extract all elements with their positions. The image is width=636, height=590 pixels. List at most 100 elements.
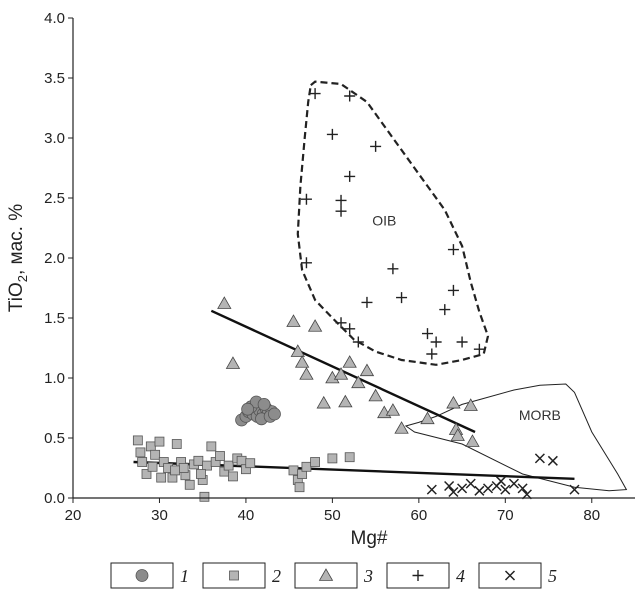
- point-series-3: [316, 395, 331, 409]
- point-series-4: [335, 194, 347, 206]
- point-series-4: [447, 284, 459, 296]
- point-series-3: [307, 319, 323, 332]
- y-axis-label-rest: , мас. %: [6, 204, 27, 275]
- point-series-4: [426, 348, 438, 360]
- y-tick-label: 3.0: [44, 130, 65, 147]
- point-series-4: [344, 170, 356, 182]
- point-series-3: [385, 403, 401, 416]
- point-series-3: [290, 344, 305, 357]
- point-series-5: [448, 486, 459, 498]
- point-series-1: [241, 402, 255, 416]
- point-series-4: [326, 128, 338, 140]
- point-series-2: [228, 471, 238, 482]
- point-series-4: [361, 296, 373, 308]
- point-series-2: [310, 457, 320, 467]
- y-tick-label: 2.0: [44, 250, 65, 267]
- legend-label-1: 1: [180, 566, 189, 586]
- x-tick-label: 30: [151, 507, 168, 524]
- point-series-5: [465, 478, 476, 489]
- point-series-5: [547, 455, 558, 466]
- point-series-2: [294, 482, 305, 493]
- point-series-2: [301, 461, 312, 472]
- point-series-4: [387, 263, 399, 275]
- point-series-4: [344, 323, 356, 335]
- point-series-2: [206, 441, 217, 452]
- point-series-4: [430, 336, 442, 348]
- y-axis-label-sub: 2: [15, 275, 30, 282]
- x-tick-label: 20: [65, 507, 82, 524]
- point-series-4: [300, 193, 312, 205]
- point-series-4: [300, 257, 312, 269]
- point-series-2: [223, 460, 234, 471]
- point-series-5: [508, 478, 519, 489]
- point-series-2: [171, 439, 182, 449]
- point-series-2: [196, 469, 206, 479]
- point-series-4: [447, 244, 459, 256]
- point-series-2: [145, 441, 156, 452]
- x-tick-label: 60: [411, 507, 428, 524]
- point-series-5: [444, 480, 455, 492]
- point-series-4: [335, 205, 347, 217]
- point-series-2: [170, 465, 180, 476]
- point-series-3: [338, 394, 353, 408]
- point-series-3: [351, 375, 366, 389]
- point-series-5: [457, 483, 468, 494]
- point-series-4: [344, 90, 356, 102]
- region-morb-label: MORB: [519, 407, 561, 423]
- point-series-2: [202, 460, 212, 471]
- point-series-5: [569, 484, 580, 495]
- x-tick-label: 80: [583, 507, 600, 524]
- point-series-3: [294, 355, 310, 368]
- point-series-3: [299, 367, 314, 380]
- point-series-3: [446, 395, 461, 409]
- point-series-4: [370, 140, 382, 152]
- point-series-5: [474, 485, 485, 496]
- point-series-5: [426, 484, 437, 495]
- point-series-2: [184, 479, 195, 490]
- point-series-3: [342, 355, 357, 368]
- y-tick-label: 0.5: [44, 430, 65, 447]
- point-series-2: [150, 449, 161, 460]
- point-series-4: [396, 292, 408, 304]
- point-series-4: [421, 328, 433, 340]
- legend-label-5: 5: [548, 566, 557, 586]
- legend-label-4: 4: [456, 566, 465, 586]
- legend: 1 2 3 4 5: [110, 562, 557, 589]
- point-series-3: [286, 314, 301, 327]
- y-tick-label: 2.5: [44, 190, 65, 207]
- point-series-3: [394, 421, 409, 434]
- x-tick-label: 40: [238, 507, 255, 524]
- point-series-2: [245, 458, 256, 469]
- point-series-5: [517, 483, 528, 494]
- point-series-2: [344, 452, 355, 463]
- point-series-2: [147, 461, 158, 472]
- point-series-2: [199, 491, 210, 502]
- point-series-3: [420, 411, 435, 425]
- point-series-2: [135, 447, 146, 458]
- point-series-5: [534, 453, 545, 464]
- point-series-4: [352, 336, 364, 348]
- point-series-3: [463, 398, 478, 411]
- y-tick-label: 1.0: [44, 370, 65, 387]
- region-oib-label: OIB: [372, 213, 396, 229]
- point-series-5: [482, 483, 494, 494]
- point-series-2: [156, 472, 167, 483]
- point-series-2: [288, 465, 299, 476]
- point-series-2: [215, 451, 225, 461]
- point-series-3: [450, 428, 465, 441]
- x-tick-label: 70: [497, 507, 514, 524]
- point-series-4: [309, 88, 321, 100]
- point-series-4: [335, 317, 347, 329]
- point-series-2: [193, 455, 204, 466]
- y-axis-label-base: TiO: [6, 282, 27, 312]
- point-series-5: [495, 476, 507, 487]
- point-series-3: [465, 434, 480, 447]
- x-tick-label: 50: [324, 507, 341, 524]
- point-series-1: [268, 407, 281, 421]
- legend-marker-4: [412, 570, 424, 581]
- point-series-4: [473, 343, 485, 355]
- point-series-3: [359, 363, 375, 377]
- point-series-4: [439, 304, 451, 316]
- point-series-2: [236, 455, 247, 466]
